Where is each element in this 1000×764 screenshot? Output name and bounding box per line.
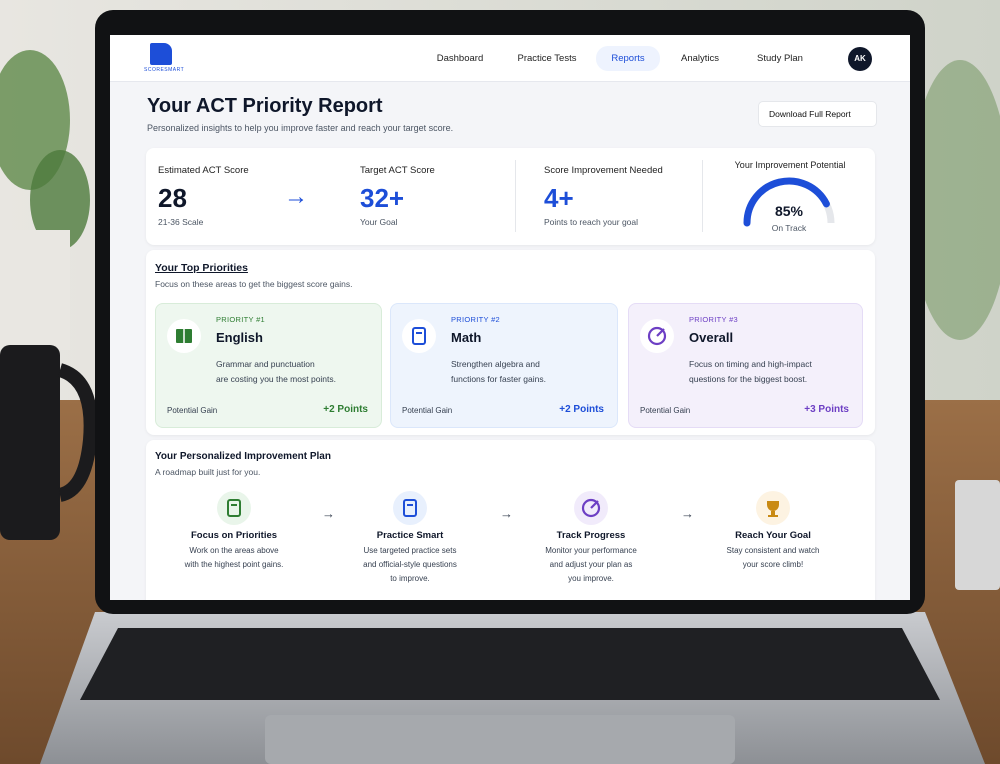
priority-icon bbox=[167, 319, 201, 353]
nav-active-bg bbox=[596, 46, 660, 71]
step-title: Practice Smart bbox=[376, 530, 444, 541]
step-icon bbox=[217, 491, 251, 525]
section-title: Your Personalized Improvement Plan bbox=[155, 451, 331, 462]
score-value: 28 bbox=[158, 183, 187, 213]
potential-value: 85% bbox=[774, 203, 804, 219]
step-desc: Stay consistent and watch bbox=[726, 546, 820, 555]
gauge bbox=[743, 177, 835, 227]
icon-bg bbox=[393, 491, 427, 525]
gain-label: Potential Gain bbox=[167, 406, 218, 415]
priority-desc: Grammar and punctuation bbox=[216, 359, 315, 369]
priority-desc: questions for the biggest boost. bbox=[689, 374, 808, 384]
score-label: Estimated ACT Score bbox=[158, 165, 249, 176]
icon-glyph bbox=[767, 501, 779, 517]
icon-bg bbox=[402, 319, 436, 353]
score-label: Target ACT Score bbox=[360, 165, 435, 176]
priority-desc: Focus on timing and high-impact bbox=[689, 359, 812, 369]
gain-value: +2 Points bbox=[559, 404, 604, 415]
step-desc: and adjust your plan as bbox=[549, 560, 633, 569]
section-subtitle: A roadmap built just for you. bbox=[155, 467, 261, 477]
gauge-fill bbox=[743, 177, 830, 227]
step-desc: Monitor your performance bbox=[545, 546, 637, 555]
gain-label: Potential Gain bbox=[640, 406, 691, 415]
screen: SCORESMART Dashboard Practice Tests Reports… bbox=[110, 35, 910, 600]
icon-glyph bbox=[656, 328, 665, 337]
arrow: → bbox=[284, 183, 308, 210]
score-caption: Points to reach your goal bbox=[544, 217, 639, 227]
section-subtitle: Focus on these areas to get the biggest … bbox=[155, 279, 353, 289]
step-arrow: → bbox=[500, 506, 513, 521]
icon-glyph bbox=[647, 326, 667, 346]
step-arrow: → bbox=[681, 506, 694, 521]
icon-glyph bbox=[227, 499, 241, 517]
step-desc: your score climb! bbox=[742, 560, 804, 569]
step-desc: Work on the areas above bbox=[189, 546, 279, 555]
page-title: Your ACT Priority Report bbox=[147, 95, 383, 117]
gain-value: +3 Points bbox=[804, 404, 849, 415]
potential-status: On Track bbox=[771, 223, 807, 233]
divider bbox=[702, 160, 703, 232]
logo bbox=[150, 43, 172, 65]
score-caption: 21-36 Scale bbox=[158, 217, 204, 227]
score-caption: Your Goal bbox=[360, 217, 398, 227]
step-icon bbox=[393, 491, 427, 525]
logo-text: SCORESMART bbox=[144, 67, 185, 73]
priority-icon bbox=[402, 319, 436, 353]
step-arrow: → bbox=[322, 506, 335, 521]
avatar[interactable]: AK bbox=[848, 47, 872, 71]
download-button[interactable]: Download Full Report bbox=[758, 101, 877, 127]
step-title: Track Progress bbox=[556, 530, 626, 541]
step-desc: to improve. bbox=[390, 574, 430, 583]
step-title: Reach Your Goal bbox=[735, 530, 811, 541]
icon-glyph bbox=[590, 500, 599, 509]
page-subtitle: Personalized insights to help you improv… bbox=[147, 123, 454, 133]
gain-value: +2 Points bbox=[323, 404, 368, 415]
priority-tag: PRIORITY #2 bbox=[451, 315, 501, 324]
nav-item[interactable]: Study Plan bbox=[757, 53, 803, 64]
plan-panel bbox=[146, 440, 875, 600]
score-label: Score Improvement Needed bbox=[544, 165, 663, 176]
score-value: 4+ bbox=[544, 183, 574, 213]
priority-tag: PRIORITY #3 bbox=[689, 315, 739, 324]
priority-desc: functions for faster gains. bbox=[451, 374, 546, 384]
step-title: Focus on Priorities bbox=[190, 530, 278, 541]
icon-bg bbox=[217, 491, 251, 525]
gain-label: Potential Gain bbox=[402, 406, 453, 415]
divider bbox=[515, 160, 516, 232]
step-icon bbox=[756, 491, 790, 525]
icon-glyph bbox=[581, 498, 601, 518]
priority-desc: are costing you the most points. bbox=[216, 374, 337, 384]
step-desc: Use targeted practice sets bbox=[363, 546, 457, 555]
nav-item[interactable]: Practice Tests bbox=[517, 53, 577, 64]
nav-bar bbox=[110, 35, 910, 82]
priority-name: Overall bbox=[689, 330, 734, 345]
priority-icon bbox=[640, 319, 674, 353]
nav-item[interactable]: Analytics bbox=[680, 53, 720, 64]
section-title: Your Top Priorities bbox=[155, 262, 248, 274]
icon-glyph bbox=[403, 499, 417, 517]
priority-tag: PRIORITY #1 bbox=[216, 315, 266, 324]
step-desc: and official-style questions bbox=[363, 560, 457, 569]
nav-item[interactable]: Dashboard bbox=[436, 53, 484, 64]
step-icon bbox=[574, 491, 608, 525]
step-desc: you improve. bbox=[568, 574, 614, 583]
potential-label: Your Improvement Potential bbox=[734, 160, 846, 170]
step-desc: with the highest point gains. bbox=[184, 560, 284, 569]
priority-desc: Strengthen algebra and bbox=[451, 359, 540, 369]
nav-item[interactable]: Reports bbox=[611, 53, 645, 64]
score-value: 32+ bbox=[360, 183, 405, 213]
priority-name: English bbox=[216, 330, 263, 345]
icon-glyph bbox=[412, 327, 426, 345]
priority-name: Math bbox=[451, 330, 482, 345]
